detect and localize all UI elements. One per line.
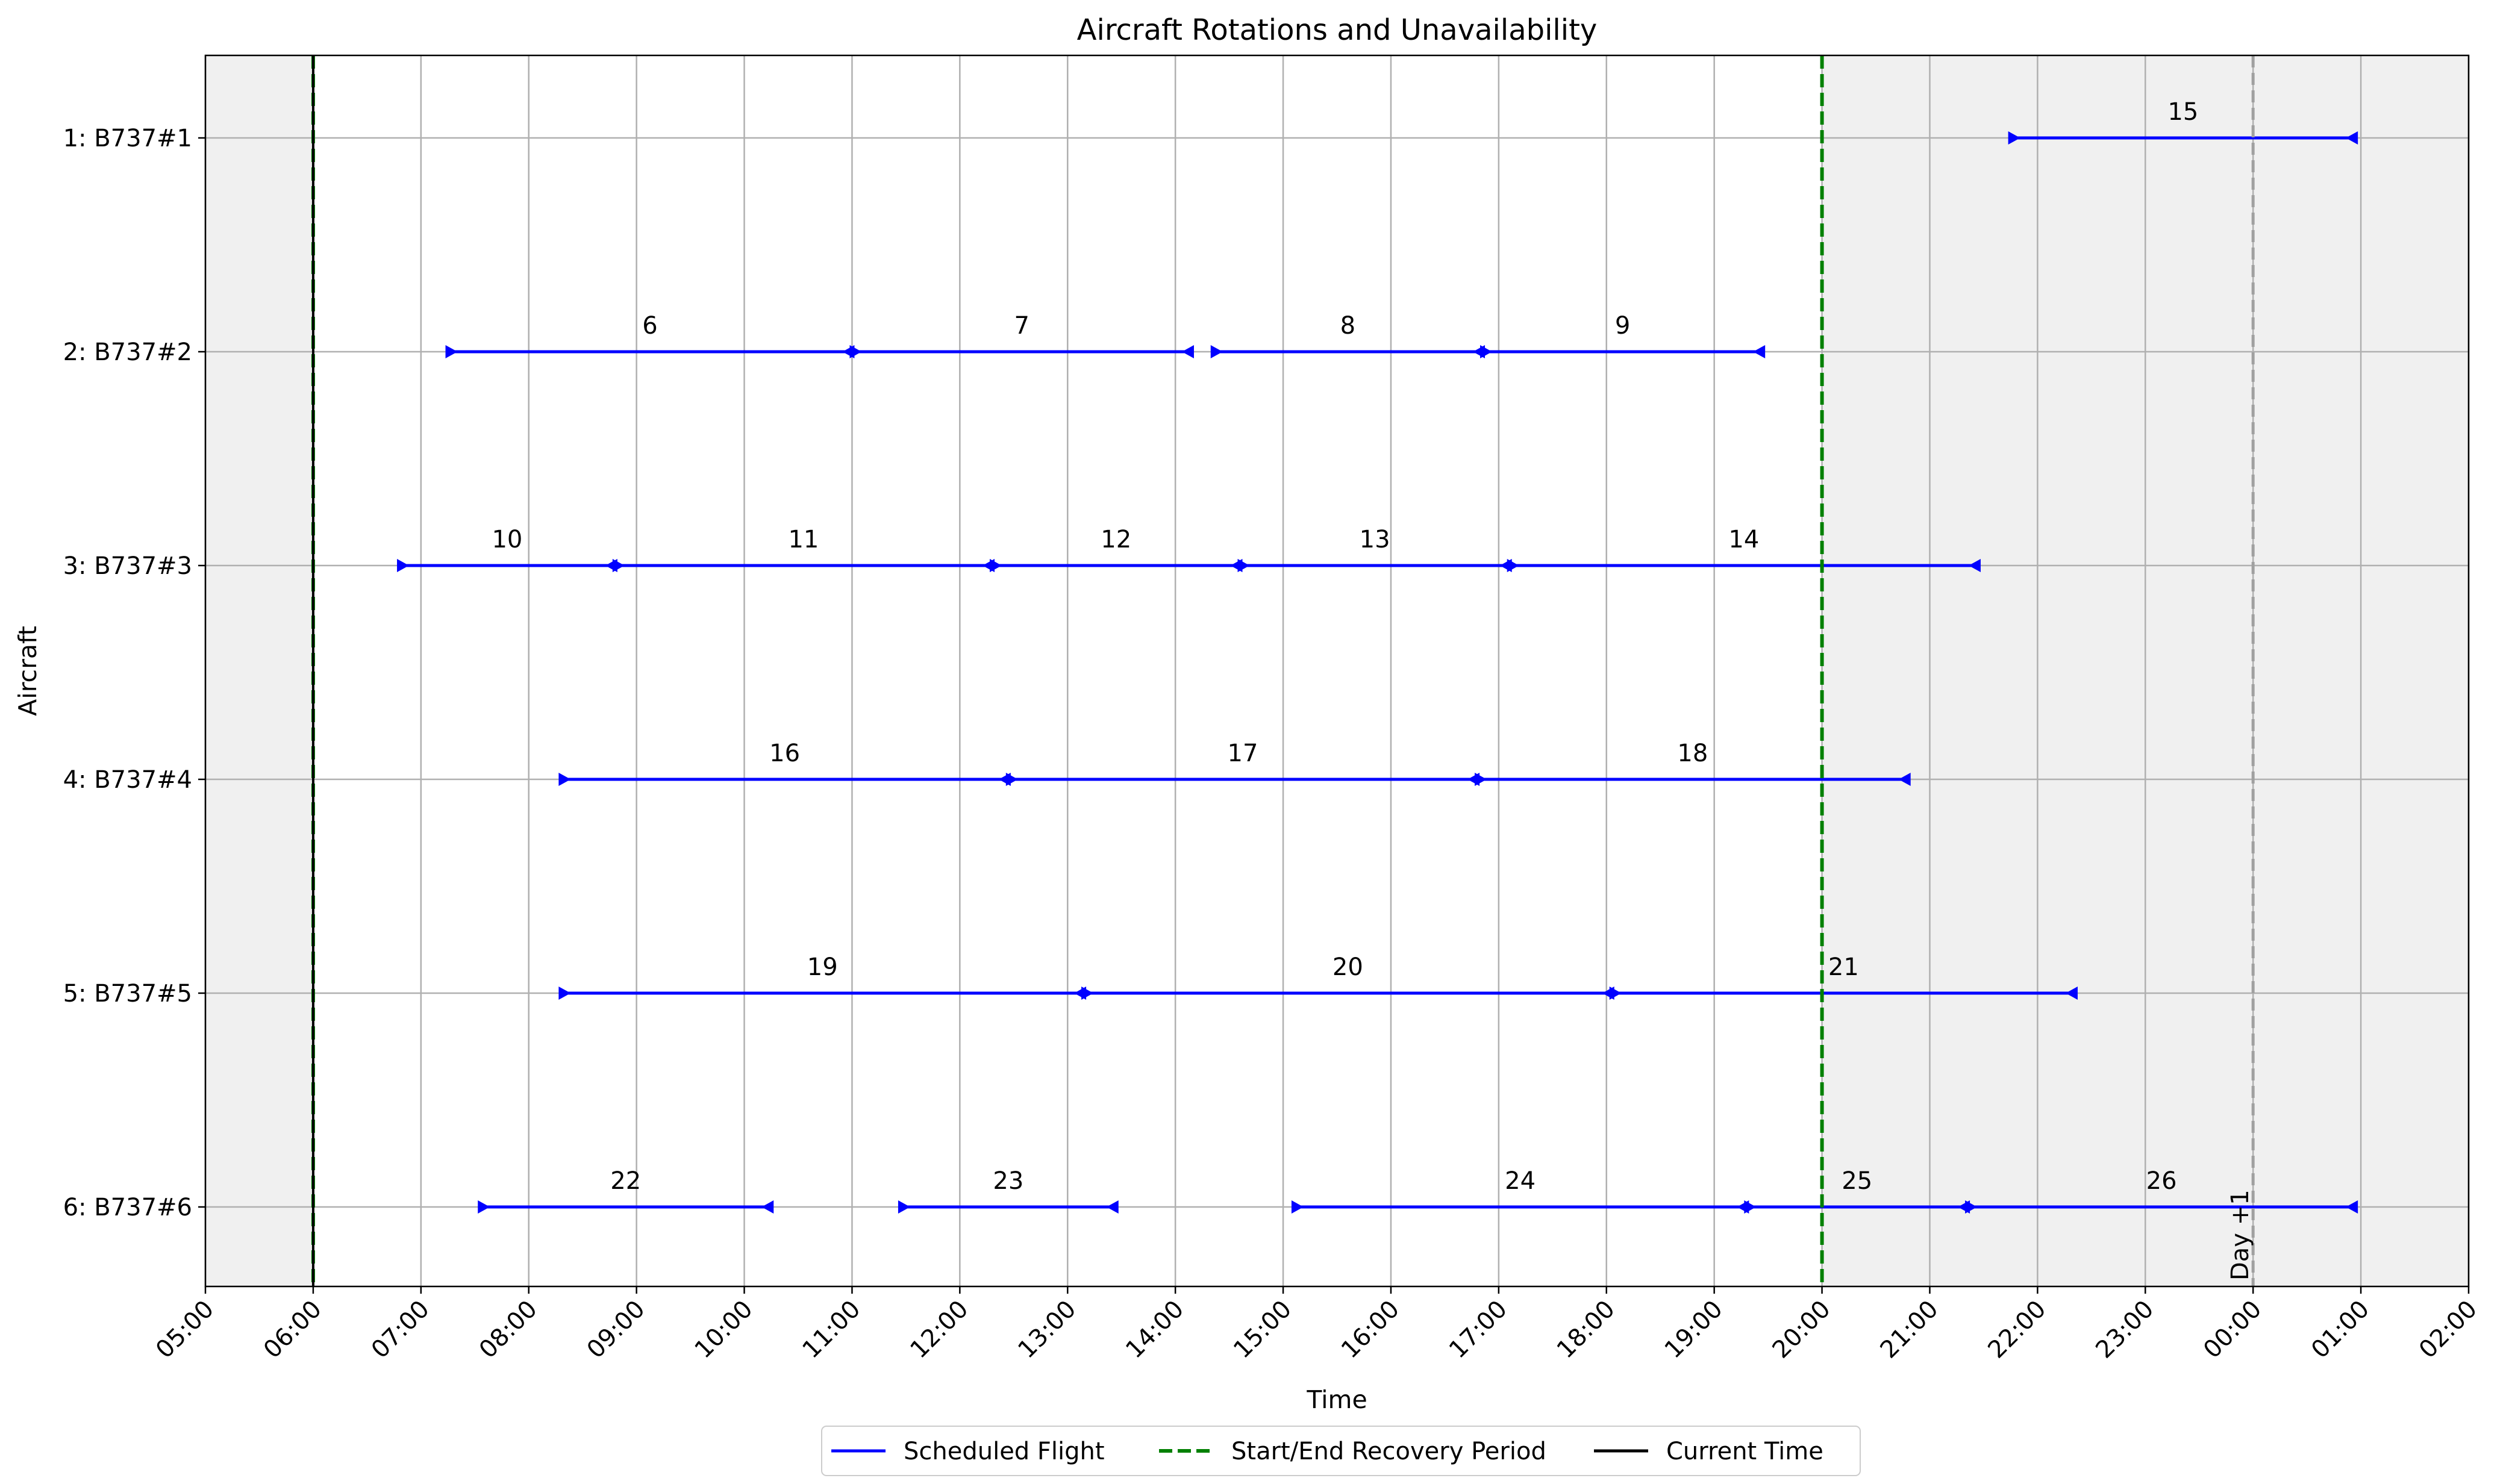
flight-label: 26 [2146, 1167, 2177, 1195]
flight-departure-marker [1081, 987, 1094, 1000]
flight-departure-marker [1507, 559, 1519, 572]
legend: Scheduled Flight Start/End Recovery Peri… [821, 1426, 1861, 1476]
flight-arrival-marker [2346, 1200, 2358, 1214]
flight-label: 7 [1014, 312, 1029, 340]
period-lines [311, 55, 2255, 1286]
y-tick-label: 4: B737#4 [63, 766, 192, 794]
flight-label: 19 [807, 953, 838, 981]
flight-arrival-marker [2346, 131, 2358, 145]
flight-label: 11 [788, 526, 819, 553]
y-tick-label: 2: B737#2 [63, 338, 192, 366]
flight-departure-marker [990, 559, 1002, 572]
flight-departure-marker [1237, 559, 1250, 572]
y-tick-label: 3: B737#3 [63, 552, 192, 580]
legend-label-current-time: Current Time [1666, 1438, 1823, 1465]
flight-arrival-marker [2065, 987, 2078, 1000]
y-axis-title: Aircraft [13, 626, 42, 716]
flight-departure-marker [1005, 773, 1018, 786]
chart-title: Aircraft Rotations and Unavailability [1077, 13, 1598, 47]
flight-departure-marker [1480, 345, 1493, 358]
flight-label: 25 [1842, 1167, 1872, 1195]
flight-departure-marker [2008, 131, 2020, 145]
flight-departure-marker [1475, 773, 1487, 786]
y-tick-label: 5: B737#5 [63, 980, 192, 1008]
flight-label: 13 [1360, 526, 1390, 553]
flight-label: 8 [1340, 312, 1355, 340]
flight-label: 15 [2167, 98, 2198, 126]
flight-arrival-marker [1898, 773, 1911, 786]
flight-label: 22 [610, 1167, 641, 1195]
flight-bars: 15 6 7 8 9 10 11 12 13 14 16 17 18 19 20 21 22 23 24 25 26 [397, 98, 2358, 1214]
shade-before-recovery [205, 55, 313, 1286]
flight-label: 12 [1101, 526, 1131, 553]
flight-label: 24 [1505, 1167, 1536, 1195]
flight-label: 6 [642, 312, 657, 340]
flight-departure-marker [397, 559, 410, 572]
flight-arrival-marker [1753, 345, 1766, 358]
legend-label-scheduled-flight: Scheduled Flight [904, 1438, 1105, 1465]
flight-label: 16 [769, 740, 800, 767]
flight-departure-marker [445, 345, 458, 358]
y-tick-label: 6: B737#6 [63, 1194, 192, 1221]
flight-label: 20 [1333, 953, 1363, 981]
flight-arrival-marker [1106, 1200, 1119, 1214]
flight-arrival-marker [1181, 345, 1194, 358]
x-axis-title: Time [1306, 1385, 1367, 1414]
flight-departure-marker [898, 1200, 910, 1214]
flight-departure-marker [1744, 1200, 1757, 1214]
flight-arrival-marker [1968, 559, 1981, 572]
flight-label: 18 [1677, 740, 1708, 767]
flight-label: 10 [492, 526, 522, 553]
flight-departure-marker [1609, 987, 1622, 1000]
flight-label: 9 [1615, 312, 1630, 340]
flight-label: 23 [993, 1167, 1023, 1195]
flight-departure-marker [1965, 1200, 1978, 1214]
flight-arrival-marker [761, 1200, 774, 1214]
flight-departure-marker [478, 1200, 490, 1214]
legend-label-recovery-period: Start/End Recovery Period [1231, 1438, 1546, 1465]
day-marker-label: Day +1 [2226, 1189, 2254, 1280]
flight-label: 14 [1728, 526, 1759, 553]
plot-frame [204, 54, 2470, 1288]
y-axis-ticks: 1: B737#1 2: B737#2 3: B737#3 4: B737#4 5: B… [63, 125, 205, 1221]
flight-label: 21 [1828, 953, 1859, 981]
y-tick-label: 1: B737#1 [63, 125, 192, 152]
flight-departure-marker [558, 773, 571, 786]
legend-box [821, 1426, 1861, 1476]
flight-departure-marker [1210, 345, 1223, 358]
flight-departure-marker [612, 559, 625, 572]
flight-departure-marker [1291, 1200, 1304, 1214]
flight-departure-marker [849, 345, 862, 358]
flight-departure-marker [558, 987, 571, 1000]
flight-label: 17 [1228, 740, 1258, 767]
